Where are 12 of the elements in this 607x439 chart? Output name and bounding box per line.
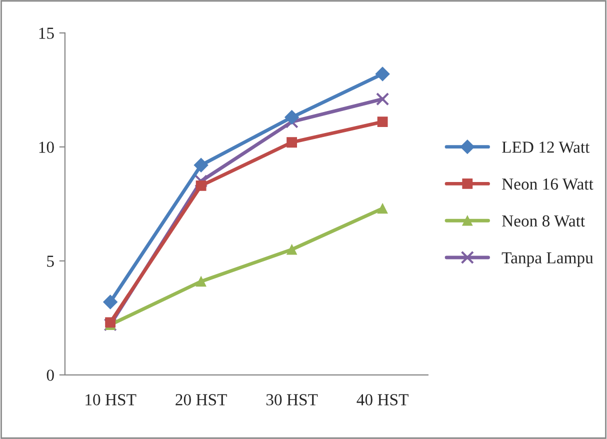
x-tick-label: 40 HST [356, 394, 408, 406]
legend-label: Neon 8 Watt [502, 215, 585, 227]
x-tick-label: 30 HST [266, 394, 318, 406]
y-tick-label: 15 [39, 28, 54, 39]
legend-label: LED 12 Watt [502, 142, 590, 153]
y-tick-label: 0 [46, 370, 54, 381]
x-tick-label: 20 HST [176, 394, 227, 406]
legend-label: Tanpa Lampu [502, 252, 594, 267]
legend-label: Neon 16 Watt [502, 178, 594, 190]
x-tick-label: 10 HST [86, 394, 136, 406]
y-tick-label: 5 [47, 256, 54, 267]
y-tick-label: 10 [39, 142, 54, 153]
